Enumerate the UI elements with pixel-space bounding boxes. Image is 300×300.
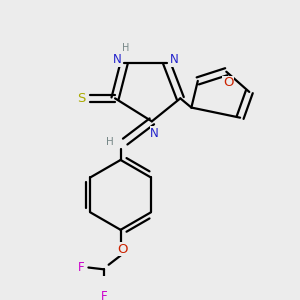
Text: N: N [112, 53, 121, 66]
Text: N: N [169, 53, 178, 66]
Text: N: N [150, 127, 159, 140]
Text: H: H [122, 43, 130, 53]
Text: S: S [77, 92, 85, 105]
Text: O: O [117, 243, 128, 256]
Text: O: O [223, 76, 233, 89]
Text: H: H [106, 136, 113, 147]
Text: F: F [78, 261, 84, 274]
Text: F: F [101, 290, 107, 300]
